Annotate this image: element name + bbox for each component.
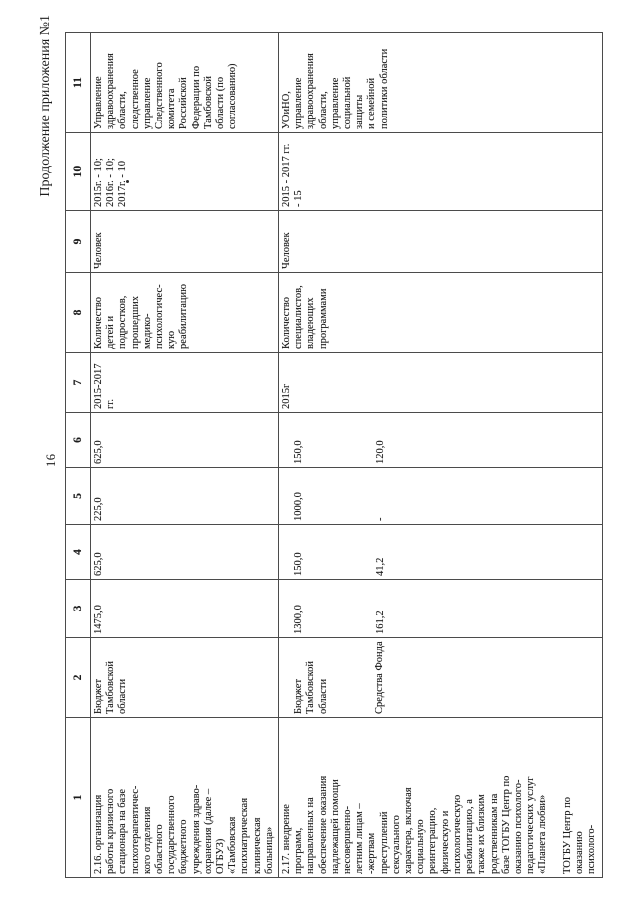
row216-measure: 2.16. организация работы кризисного стац… [90, 717, 279, 878]
appendix-table: 1 2 3 4 5 6 7 8 9 10 11 2.16. организаци… [65, 32, 603, 878]
row217-2015: 150,0 41,2 [278, 524, 603, 580]
row217-2015-budget: 150,0 [293, 552, 305, 576]
row217-targets: 2015 - 2017 гг. - 15 [278, 132, 603, 211]
row217-unit: Человек [278, 210, 603, 273]
continuation-title: Продолжение приложения №1 [38, 15, 53, 197]
page-number: 16 [44, 453, 58, 468]
row217-funding-budget: Бюджет Тамбовской области [293, 660, 329, 714]
row217-measure: 2.17. внедрение программ, направленных н… [278, 717, 603, 878]
row217-2015-fund: 41,2 [374, 557, 386, 576]
row217-2016: 1000,0 - [278, 467, 603, 525]
row216-total: 1475,0 [90, 579, 279, 638]
col-header-7: 7 [65, 352, 91, 413]
row217-2016-budget: 1000,0 [293, 492, 305, 521]
row-2-17: 2.17. внедрение программ, направленных н… [278, 32, 603, 878]
row216-2017: 625,0 [90, 412, 279, 468]
col-header-2: 2 [65, 637, 91, 718]
header-row: 1 2 3 4 5 6 7 8 9 10 11 [65, 32, 91, 878]
row217-2016-fund: - [374, 517, 386, 522]
row217-2017: 150,0 120,0 [278, 412, 603, 468]
row216-2016: 225,0 [90, 467, 279, 525]
row216-indicator: Количество детей и подростков, прошедших… [90, 272, 279, 353]
row216-responsible: Управление здравоохранения области, след… [90, 32, 279, 133]
row-2-16: 2.16. организация работы кризисного стац… [90, 32, 279, 878]
col-header-1: 1 [65, 717, 91, 878]
col-header-9: 9 [65, 210, 91, 273]
col-header-4: 4 [65, 524, 91, 580]
col-header-6: 6 [65, 412, 91, 468]
row217-period: 2015г [278, 352, 603, 413]
row217-responsible: УОиНО, управление здравоохранения област… [278, 32, 603, 133]
col-header-10: 10 [65, 132, 91, 211]
row217-total-budget: 1300,0 [293, 605, 305, 634]
row217-total-fund: 161,2 [374, 610, 386, 634]
row216-funding-source: Бюджет Тамбовской области [90, 637, 279, 718]
row216-unit: Человек [90, 210, 279, 273]
row216-targets: 2015г. - 10; 2016г. - 10; 2017г. - 10 [90, 132, 279, 211]
row217-indicator: Количество специалистов, владеющих прогр… [278, 272, 603, 353]
col-header-11: 11 [65, 32, 91, 133]
row217-total: 1300,0 161,2 [278, 579, 603, 638]
row216-2015: 625,0 [90, 524, 279, 580]
col-header-8: 8 [65, 272, 91, 353]
col-header-3: 3 [65, 579, 91, 638]
row217-2017-fund: 120,0 [374, 440, 386, 464]
row217-2017-budget: 150,0 [293, 440, 305, 464]
row217-funding-fund: Средства Фонда [374, 641, 386, 714]
col-header-5: 5 [65, 467, 91, 525]
row216-period: 2015-2017 гг. [90, 352, 279, 413]
row217-funding-source: Бюджет Тамбовской области Средства Фонда [278, 637, 603, 718]
